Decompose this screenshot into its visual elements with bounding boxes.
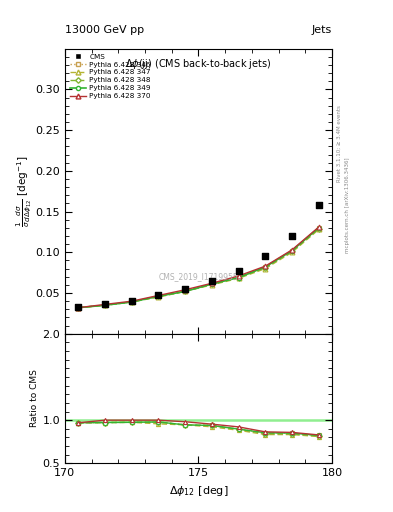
Y-axis label: Ratio to CMS: Ratio to CMS [30, 370, 39, 428]
Point [235, 267, 242, 275]
Point [155, 291, 162, 300]
Point [129, 297, 135, 305]
Point [262, 251, 268, 260]
Text: $\Delta\phi$(jj) (CMS back-to-back jets): $\Delta\phi$(jj) (CMS back-to-back jets) [125, 57, 272, 71]
Text: Rivet 3.1.10; ≥ 3.4M events: Rivet 3.1.10; ≥ 3.4M events [337, 105, 342, 182]
Y-axis label: $\frac{1}{\sigma}\frac{d\sigma}{d\Delta\phi_{12}}$ [deg$^{-1}$]: $\frac{1}{\sigma}\frac{d\sigma}{d\Delta\… [14, 156, 34, 227]
Text: CMS_2019_I1719955: CMS_2019_I1719955 [159, 272, 238, 281]
Text: mcplots.cern.ch [arXiv:1306.3436]: mcplots.cern.ch [arXiv:1306.3436] [345, 157, 350, 252]
Legend: CMS, Pythia 6.428 346, Pythia 6.428 347, Pythia 6.428 348, Pythia 6.428 349, Pyt: CMS, Pythia 6.428 346, Pythia 6.428 347,… [68, 52, 152, 100]
Text: 13000 GeV pp: 13000 GeV pp [65, 25, 144, 35]
Point [75, 303, 81, 311]
X-axis label: $\Delta\phi_{12}$ [deg]: $\Delta\phi_{12}$ [deg] [169, 484, 228, 498]
Point [209, 276, 215, 285]
Text: Jets: Jets [312, 25, 332, 35]
Point [289, 232, 295, 240]
Point [182, 285, 188, 293]
Point [102, 301, 108, 309]
Point [316, 201, 322, 209]
